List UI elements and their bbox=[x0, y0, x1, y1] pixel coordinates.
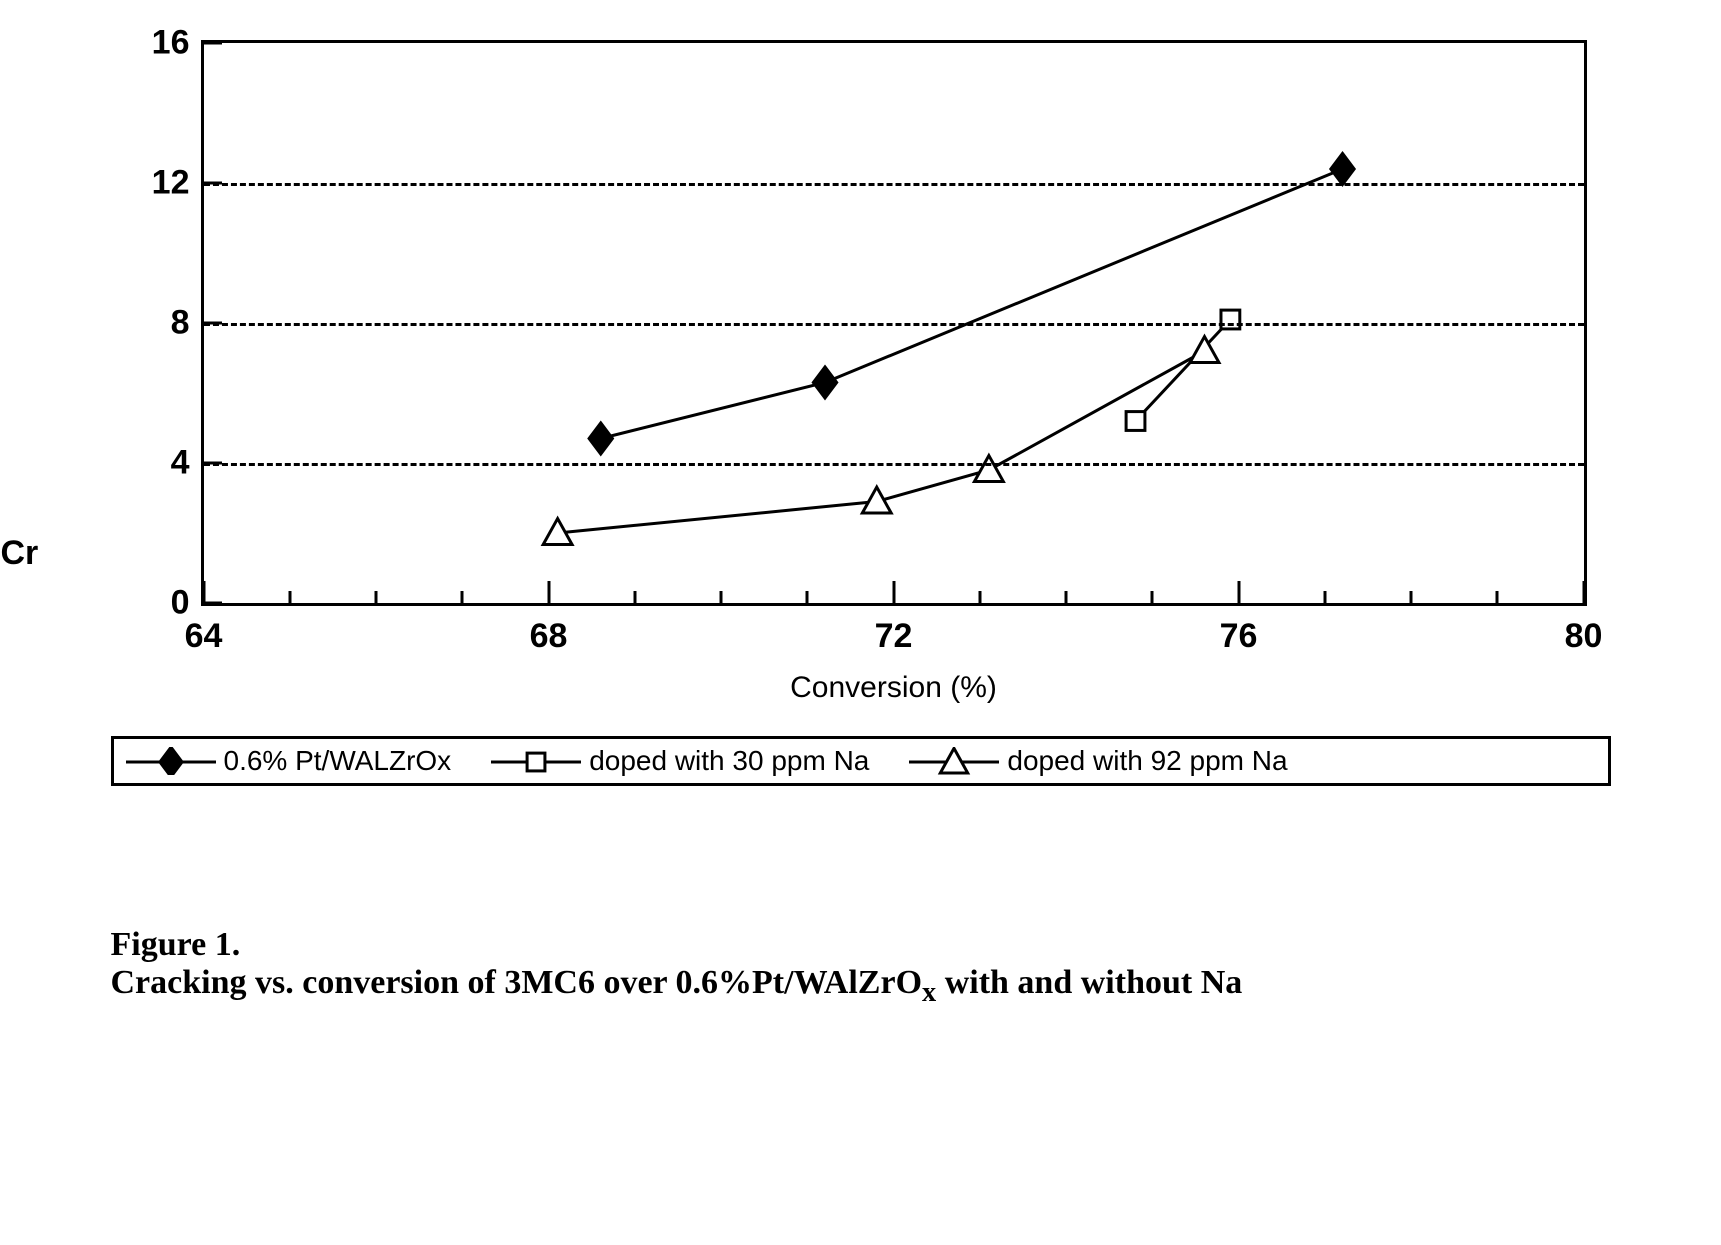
series-marker bbox=[1220, 310, 1239, 329]
gridline bbox=[204, 463, 1584, 466]
legend-label: doped with 92 ppm Na bbox=[1007, 745, 1287, 777]
xtick-mark-minor bbox=[806, 591, 809, 603]
xtick-mark-minor bbox=[288, 591, 291, 603]
ytick-mark bbox=[204, 462, 222, 465]
ytick-mark bbox=[204, 182, 222, 185]
series-line bbox=[600, 169, 1342, 439]
series-marker bbox=[1330, 153, 1353, 184]
gridline bbox=[204, 323, 1584, 326]
xtick-mark-major bbox=[202, 581, 205, 603]
series-marker bbox=[589, 423, 612, 454]
xtick-mark-major bbox=[892, 581, 895, 603]
xtick-mark-minor bbox=[1323, 591, 1326, 603]
legend-swatch bbox=[909, 747, 999, 775]
series-line bbox=[1135, 320, 1230, 422]
legend-label: 0.6% Pt/WALZrOx bbox=[224, 745, 452, 777]
legend-label: doped with 30 ppm Na bbox=[589, 745, 869, 777]
ytick-mark bbox=[204, 42, 222, 45]
chart-container: 04812166468727680Conversion (%) Cr 0.6% … bbox=[111, 40, 1611, 1009]
series-marker bbox=[974, 456, 1003, 482]
xtick-mark-minor bbox=[1065, 591, 1068, 603]
figure-text: Cracking vs. conversion of 3MC6 over 0.6… bbox=[111, 964, 1611, 1009]
legend-item: 0.6% Pt/WALZrOx bbox=[126, 745, 452, 777]
xtick-mark-major bbox=[547, 581, 550, 603]
series-marker bbox=[1190, 337, 1219, 363]
legend-item: doped with 30 ppm Na bbox=[491, 745, 869, 777]
ytick-mark bbox=[204, 322, 222, 325]
legend-swatch bbox=[491, 747, 581, 775]
xtick-label: 76 bbox=[1220, 617, 1258, 656]
legend-swatch bbox=[126, 747, 216, 775]
xtick-mark-major bbox=[1582, 581, 1585, 603]
ytick-label: 4 bbox=[171, 444, 190, 483]
xtick-mark-minor bbox=[720, 591, 723, 603]
xtick-mark-minor bbox=[1496, 591, 1499, 603]
xtick-mark-minor bbox=[1151, 591, 1154, 603]
xtick-mark-minor bbox=[375, 591, 378, 603]
gridline bbox=[204, 183, 1584, 186]
ytick-label: 12 bbox=[152, 164, 190, 203]
xtick-mark-minor bbox=[633, 591, 636, 603]
series-marker bbox=[813, 367, 836, 398]
xtick-label: 64 bbox=[185, 617, 223, 656]
ytick-mark bbox=[204, 602, 222, 605]
y-axis-label: Cr bbox=[1, 534, 39, 573]
series-marker bbox=[1126, 412, 1145, 431]
x-axis-label: Conversion (%) bbox=[790, 671, 997, 705]
xtick-mark-minor bbox=[461, 591, 464, 603]
xtick-label: 72 bbox=[875, 617, 913, 656]
xtick-mark-minor bbox=[1410, 591, 1413, 603]
legend-item: doped with 92 ppm Na bbox=[909, 745, 1287, 777]
figure-label: Figure 1. bbox=[111, 926, 1611, 964]
legend: 0.6% Pt/WALZrOx doped with 30 ppm Na doped… bbox=[111, 736, 1611, 786]
xtick-mark-minor bbox=[978, 591, 981, 603]
plot-area: 04812166468727680Conversion (%) bbox=[201, 40, 1587, 606]
ytick-label: 8 bbox=[171, 304, 190, 343]
xtick-label: 68 bbox=[530, 617, 568, 656]
ytick-label: 16 bbox=[152, 24, 190, 63]
figure-caption: Figure 1. Cracking vs. conversion of 3MC… bbox=[111, 926, 1611, 1009]
xtick-mark-major bbox=[1237, 581, 1240, 603]
xtick-label: 80 bbox=[1565, 617, 1603, 656]
